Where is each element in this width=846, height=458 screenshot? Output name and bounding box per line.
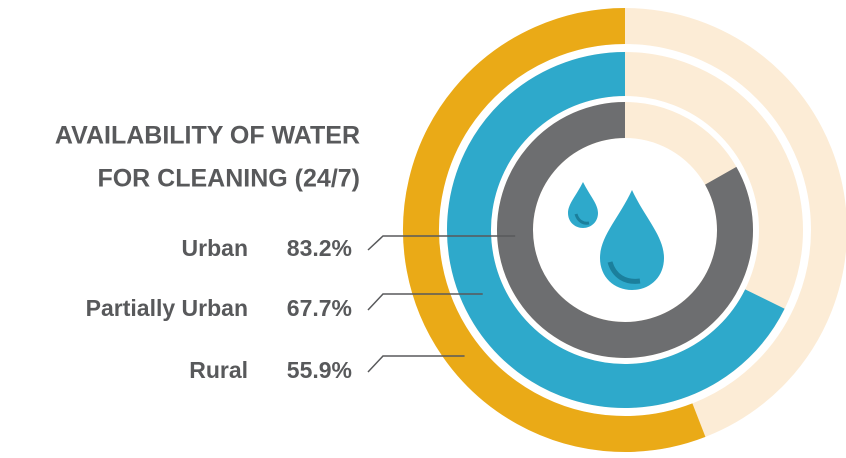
category-label: Partially Urban — [86, 295, 248, 321]
leader-line — [367, 235, 516, 251]
value-label: 67.7% — [287, 295, 352, 321]
ring-arc — [447, 52, 785, 408]
leader-line — [367, 293, 483, 311]
category-label: Urban — [182, 235, 248, 261]
chart-title: FOR CLEANING (24/7) — [97, 165, 360, 193]
drop-shade — [574, 213, 590, 225]
value-label: 55.9% — [287, 357, 352, 383]
value-label: 83.2% — [287, 235, 352, 261]
drop-shade — [607, 261, 641, 284]
ring-arc — [497, 102, 753, 358]
ring-arc — [403, 8, 706, 452]
chart-title: AVAILABILITY OF WATER — [55, 122, 360, 150]
rings — [403, 8, 846, 452]
water-drops — [568, 182, 664, 290]
category-label: Rural — [189, 357, 248, 383]
large-drop — [600, 190, 664, 290]
leader-line — [367, 355, 465, 373]
